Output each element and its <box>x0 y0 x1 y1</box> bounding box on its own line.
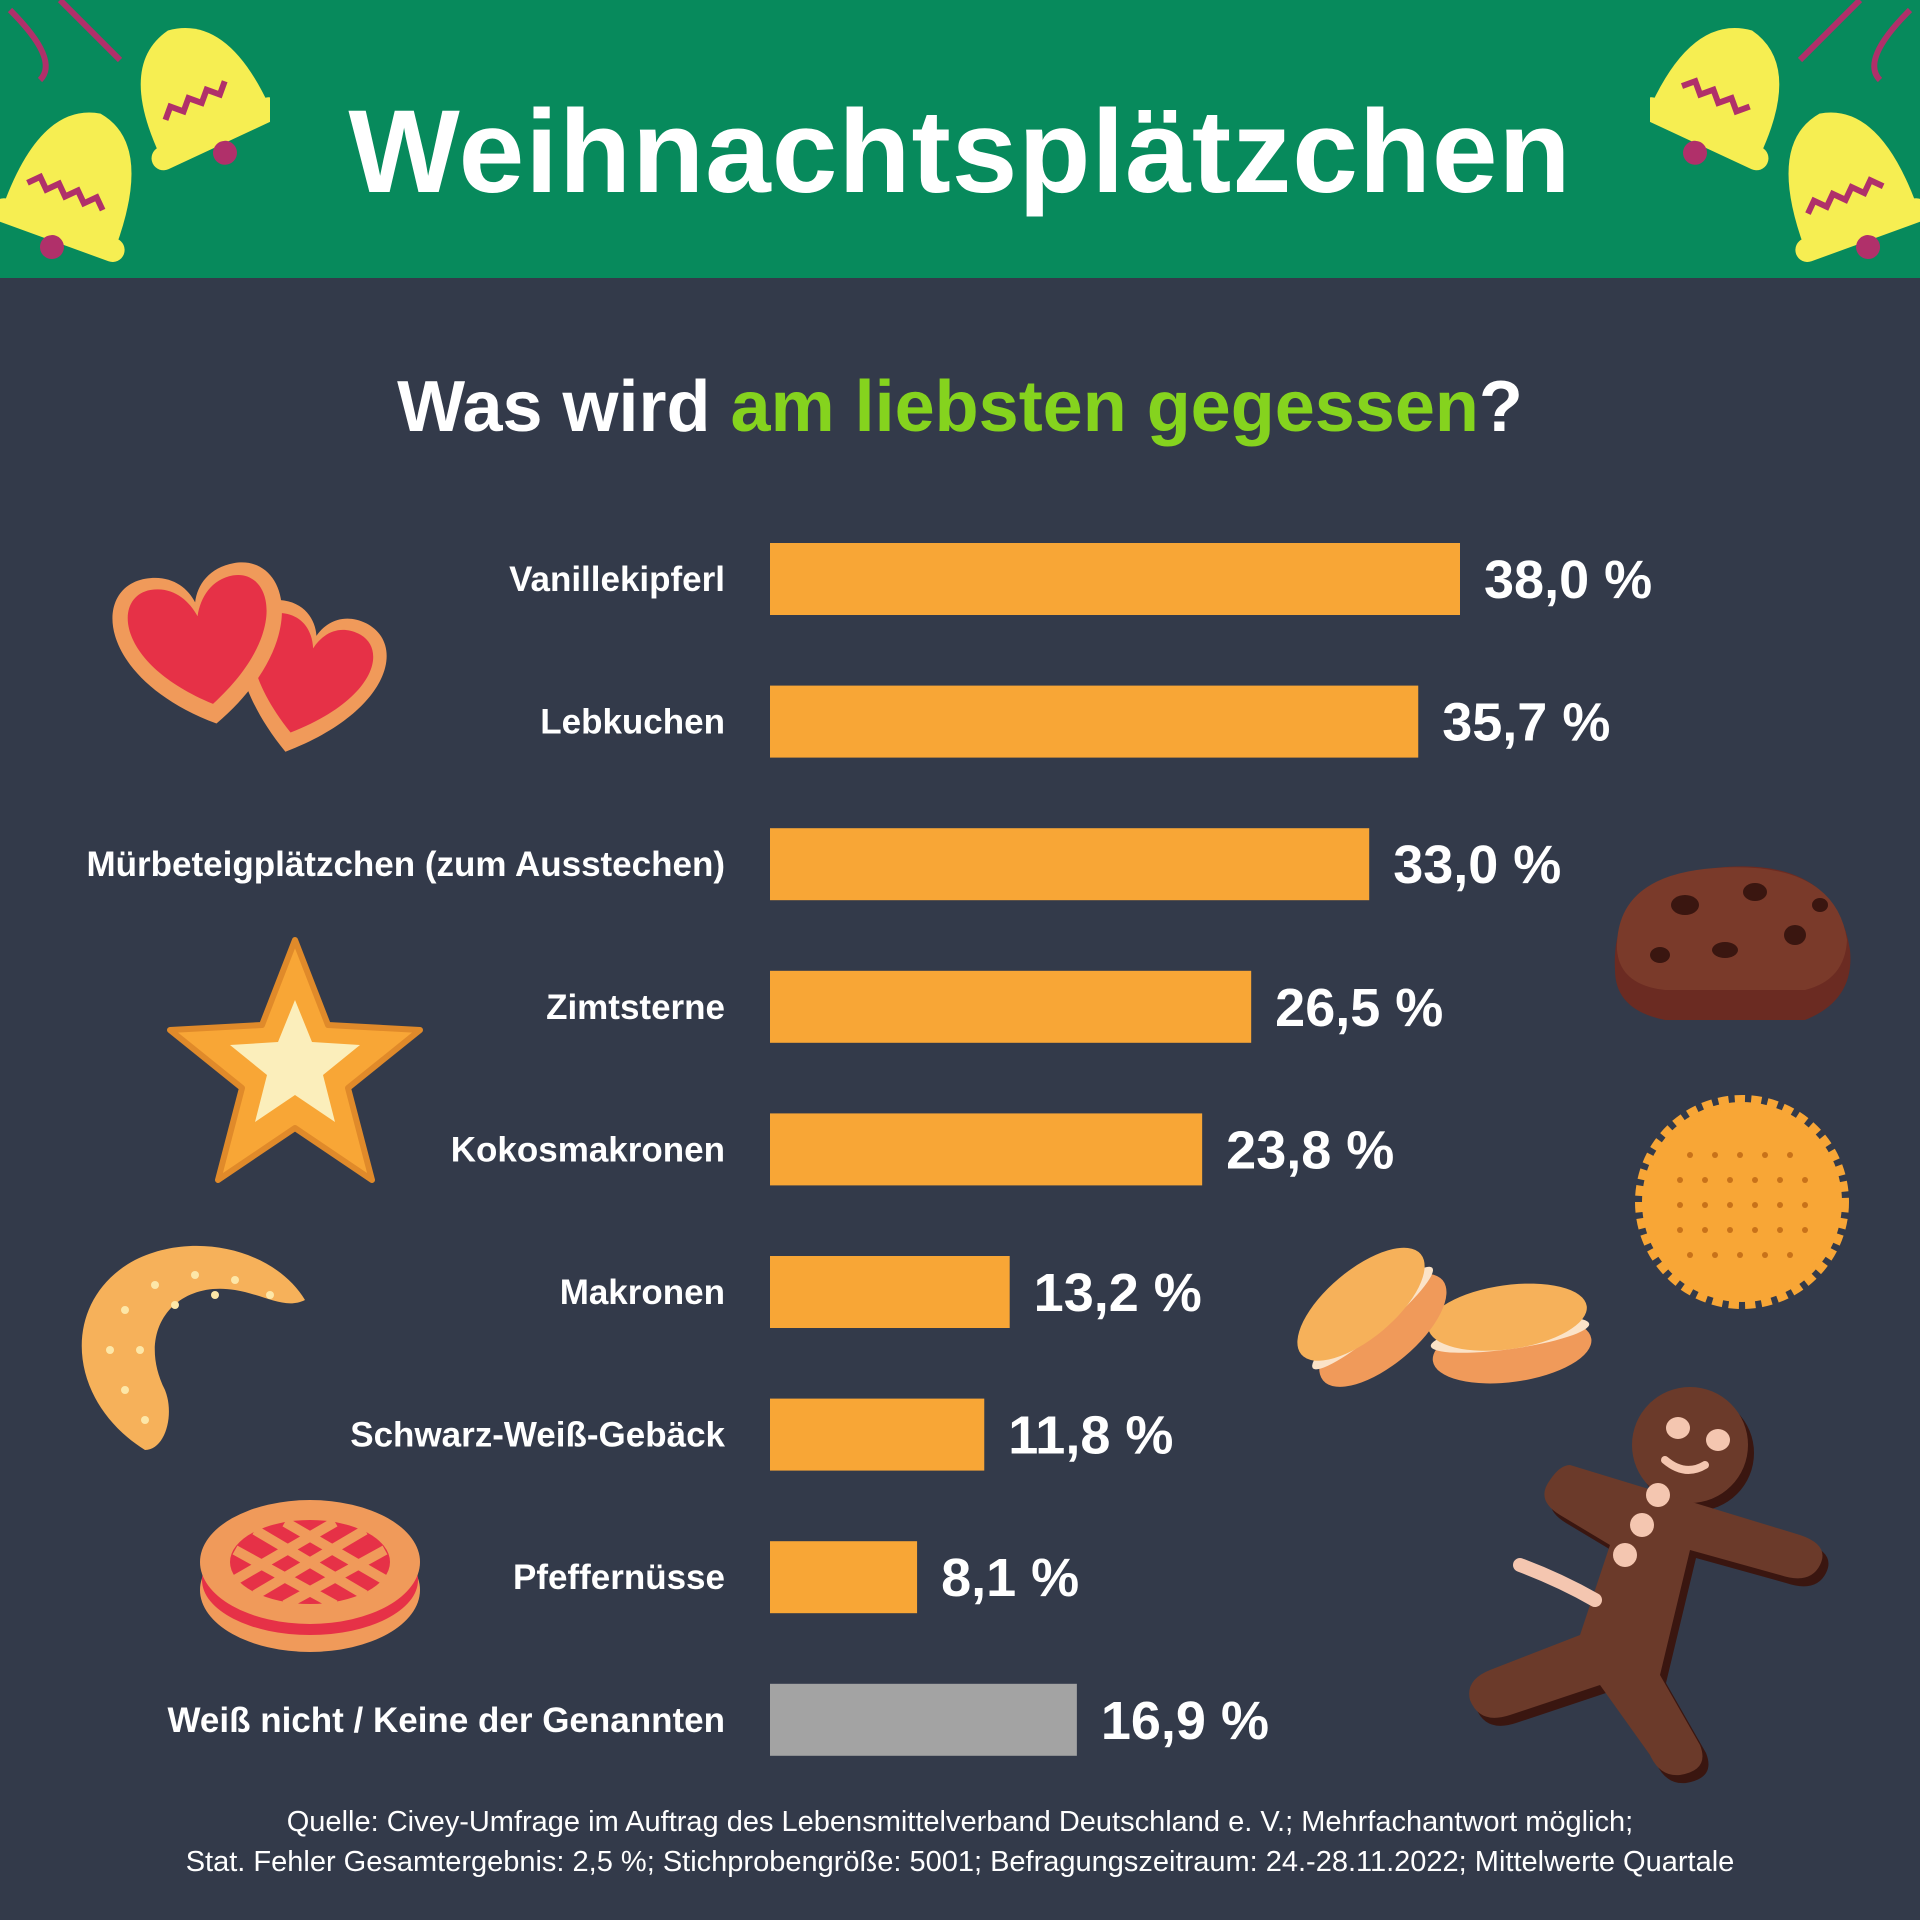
subtitle-part2: ? <box>1478 367 1523 447</box>
value-label: 16,9 % <box>1101 1691 1269 1751</box>
chocolate-cookie-icon <box>1614 866 1851 1020</box>
bar-chart: Vanillekipferl 38,0 % Lebkuchen 35,7 % Mürbe… <box>87 543 1652 1756</box>
bar <box>770 685 1419 758</box>
gingerbread-man-icon <box>1469 1387 1829 1784</box>
category-label: Zimtsterne <box>546 988 725 1027</box>
heart-cookies-icon <box>112 562 387 752</box>
subtitle-part1: Was wird <box>397 367 731 447</box>
header-banner: Weihnachtsplätzchen <box>0 0 1920 278</box>
category-label: Lebkuchen <box>540 703 725 742</box>
star-cookie-icon <box>167 937 423 1183</box>
value-label: 23,8 % <box>1226 1120 1394 1180</box>
category-label: Vanillekipferl <box>509 560 725 599</box>
value-label: 35,7 % <box>1442 693 1610 753</box>
macarons-icon <box>1297 1247 1592 1387</box>
category-label: Schwarz-Weiß-Gebäck <box>350 1416 725 1455</box>
value-label: 38,0 % <box>1484 550 1652 610</box>
round-biscuit-icon <box>1635 1095 1849 1309</box>
bar <box>770 828 1370 901</box>
bar <box>770 1683 1077 1756</box>
value-label: 8,1 % <box>941 1548 1079 1608</box>
bar <box>770 543 1460 615</box>
bar <box>770 970 1252 1043</box>
footer-line-2: Stat. Fehler Gesamtergebnis: 2,5 %; Stic… <box>185 1846 1735 1878</box>
bar <box>770 1113 1203 1186</box>
bells-right-icon <box>1650 0 1920 262</box>
bar <box>770 1398 985 1471</box>
value-label: 33,0 % <box>1393 835 1561 895</box>
subtitle-accent: am liebsten gegessen <box>730 367 1479 447</box>
value-label: 13,2 % <box>1034 1263 1202 1323</box>
value-label: 11,8 % <box>1008 1406 1173 1466</box>
category-label: Weiß nicht / Keine der Genannten <box>168 1701 726 1740</box>
bar <box>770 1256 1010 1328</box>
footer-line-1: Quelle: Civey-Umfrage im Auftrag des Leb… <box>286 1806 1634 1838</box>
category-label: Mürbeteigplätzchen (zum Ausstechen) <box>87 845 726 884</box>
bar <box>770 1541 918 1614</box>
value-label: 26,5 % <box>1275 978 1443 1038</box>
category-label: Pfeffernüsse <box>513 1558 725 1597</box>
category-label: Kokosmakronen <box>451 1130 725 1169</box>
page-title: Weihnachtsplätzchen <box>348 86 1572 218</box>
crescent-cookie-icon <box>81 1245 305 1450</box>
linzer-cookie-icon <box>200 1500 420 1652</box>
source-footer: Quelle: Civey-Umfrage im Auftrag des Leb… <box>0 1802 1920 1882</box>
chart-subtitle: Was wird am liebsten gegessen? <box>0 362 1920 452</box>
category-label: Makronen <box>560 1273 725 1312</box>
bells-left-icon <box>0 0 270 262</box>
